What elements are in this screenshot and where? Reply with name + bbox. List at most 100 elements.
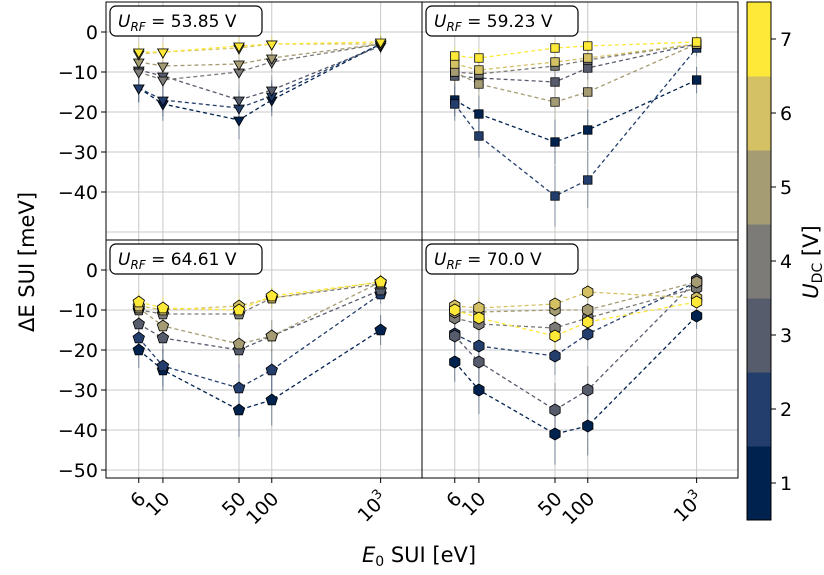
data-point-udc-1 [265, 393, 278, 406]
panel-label: URF = 64.61 V [109, 243, 263, 275]
colorbar-tick-label: 4 [780, 251, 792, 273]
data-point-udc-3 [132, 317, 145, 330]
data-point-udc-1 [583, 125, 593, 135]
data-point-udc-5 [156, 319, 170, 332]
data-point-udc-1 [691, 75, 702, 85]
series-line-udc-1 [138, 43, 381, 121]
x-tick-label: 103 [668, 487, 708, 527]
series-line-udc-2 [454, 281, 697, 357]
data-point-udc-2 [474, 131, 484, 141]
data-point-udc-1 [582, 419, 594, 433]
colorbar-tick-label: 3 [780, 325, 792, 347]
data-point-udc-1 [549, 427, 561, 441]
grid [106, 2, 422, 240]
colorbar-segment [747, 372, 771, 447]
panel-frame [105, 1, 423, 241]
panel-frame [421, 1, 739, 241]
y-tick-label: 0 [86, 22, 98, 44]
data-point-udc-5 [265, 54, 278, 65]
y-tick-label: −40 [58, 182, 98, 204]
series-line-udc-3 [138, 45, 381, 101]
data-point-udc-3 [583, 63, 593, 73]
series-line-udc-6 [454, 291, 697, 309]
y-tick-label: −40 [58, 420, 98, 442]
x-tick-label: 10 [142, 488, 175, 521]
data-point-udc-2 [156, 359, 170, 372]
data-point-udc-7 [550, 43, 560, 53]
panel-1: URF = 53.85 V 0 −10 −20 −30 −40 [58, 1, 423, 241]
panel-label-text: URF = 59.23 V [434, 12, 553, 34]
data-point-udc-3 [265, 86, 278, 97]
y-axis-label: ΔE SUI [meV] [15, 192, 39, 332]
data-point-udc-7 [691, 37, 702, 47]
panel-label-box [109, 243, 263, 275]
colorbar-segment [747, 298, 771, 373]
data-point-udc-3 [549, 403, 561, 417]
error-bars [454, 34, 698, 227]
data-point-udc-6 [550, 57, 560, 67]
series-line-udc-2 [138, 43, 381, 109]
data-point-udc-3 [550, 77, 560, 87]
series-line-udc-6 [138, 43, 381, 55]
y-tick-label: −10 [58, 300, 98, 322]
colorbar-segment [747, 224, 771, 299]
data-point-udc-7 [583, 41, 593, 51]
colorbar: 1 2 3 4 5 6 7 [746, 1, 792, 521]
data-point-udc-2 [582, 327, 594, 341]
panel-label-box [109, 5, 263, 37]
y-tick-label: −10 [58, 62, 98, 84]
data-point-udc-2 [132, 84, 145, 95]
series-line-udc-2 [454, 47, 698, 197]
error-bars [138, 34, 382, 140]
data-point-udc-7 [374, 38, 387, 49]
series-line-udc-2 [138, 293, 381, 389]
y-tick-label: −30 [58, 380, 98, 402]
data-point-udc-1 [232, 403, 246, 416]
data-point-udc-2 [583, 175, 593, 185]
panel-label-text: URF = 70.0 V [434, 250, 542, 272]
colorbar-segment [747, 2, 771, 77]
colorbar-label: UDC [V] [799, 225, 824, 298]
x-axis-label: E0 SUI [eV] [362, 543, 476, 570]
data-point-udc-7 [132, 48, 145, 59]
data-point-udc-5 [232, 337, 246, 350]
colorbar-segment [747, 150, 771, 225]
colorbar-tick-label: 1 [780, 473, 792, 495]
data-point-udc-2 [232, 381, 246, 394]
grid [422, 240, 738, 478]
colorbar-tick-label: 7 [780, 29, 792, 51]
colorbar-segment [747, 446, 771, 521]
panel-frame [421, 239, 739, 479]
data-point-udc-3 [233, 96, 245, 107]
colorbar-tick-label: 6 [780, 103, 792, 125]
data-point-udc-7 [549, 329, 561, 343]
data-point-udc-7 [473, 311, 485, 325]
data-point-udc-2 [265, 363, 278, 376]
data-point-udc-7 [132, 295, 145, 308]
panel-label-box [425, 243, 579, 275]
data-point-udc-7 [474, 53, 484, 63]
data-point-udc-1 [550, 137, 560, 147]
data-point-udc-5 [583, 87, 593, 97]
data-point-udc-7 [232, 303, 246, 316]
y-tick-label: −20 [58, 102, 98, 124]
data-point-udc-3 [449, 329, 461, 343]
data-point-udc-2 [132, 331, 145, 344]
data-point-udc-3 [582, 383, 594, 397]
plot-panels: URF = 53.85 V 0 −10 −20 −30 −40 URF = 59.23 V U… [58, 1, 739, 529]
data-point-udc-1 [474, 109, 484, 119]
panel-label-text: URF = 64.61 V [118, 250, 237, 272]
colorbar-tick-label: 5 [780, 177, 792, 199]
panel-label: URF = 53.85 V [109, 5, 263, 37]
panel-frame [105, 239, 423, 479]
data-point-udc-5 [691, 275, 703, 289]
panel-label-text: URF = 53.85 V [118, 12, 237, 34]
x-tick-label: 100 [558, 488, 599, 529]
series-line-udc-3 [454, 43, 697, 83]
error-bars [138, 274, 382, 437]
data-point-udc-7 [265, 289, 278, 302]
data-point-udc-6 [549, 297, 561, 311]
series-line-udc-5 [138, 281, 381, 345]
